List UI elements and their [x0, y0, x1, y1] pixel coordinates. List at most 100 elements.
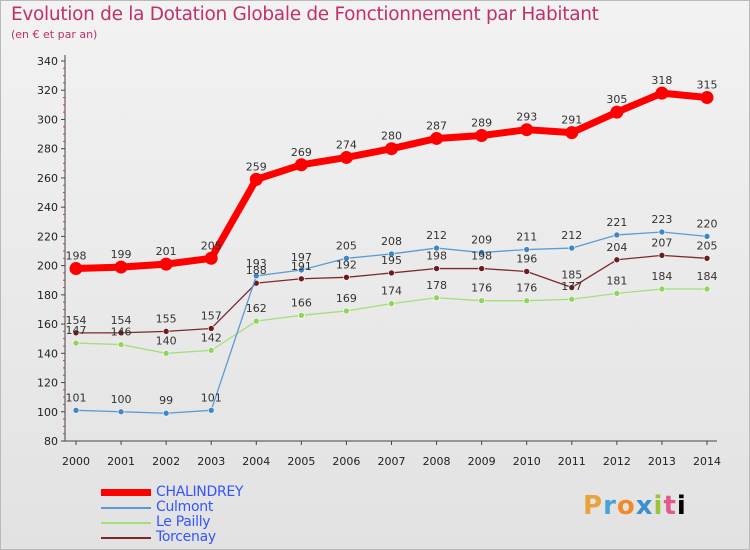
- data-label: 207: [651, 236, 672, 249]
- data-point: [388, 300, 395, 307]
- legend-swatch-le-pailly: [101, 522, 151, 524]
- data-point: [298, 275, 305, 283]
- data-label: 198: [426, 250, 447, 263]
- logo-letter: i: [676, 491, 687, 521]
- legend-label-torcenay: Torcenay: [156, 529, 216, 545]
- data-point: [658, 252, 666, 259]
- data-label: 196: [516, 252, 537, 265]
- data-label: 100: [111, 393, 132, 406]
- data-labels: 154 154 155 157 188 191 192 195 198 198 196 185 204 2…: [66, 74, 718, 407]
- y-tick-label: 280: [37, 143, 58, 156]
- data-label: 155: [156, 312, 177, 325]
- x-tick-label: 2010: [513, 455, 541, 468]
- data-label: 154: [66, 314, 87, 327]
- legend-swatch-chalindrey: [101, 489, 151, 496]
- data-point: [613, 231, 621, 239]
- data-point: [72, 339, 80, 347]
- axes: 80 100 120 140 160 180 200 220 240 260 280 300 320 34…: [37, 55, 721, 468]
- data-label: 212: [426, 229, 447, 242]
- data-point: [207, 325, 215, 332]
- data-point: [523, 268, 531, 275]
- data-point: [117, 408, 125, 416]
- data-label: 274: [336, 138, 357, 151]
- data-point: [207, 347, 215, 354]
- data-point: [162, 328, 170, 335]
- data-label: 101: [66, 391, 87, 404]
- data-label: 305: [606, 93, 627, 106]
- data-point: [162, 350, 170, 357]
- y-tick-label: 200: [37, 260, 58, 273]
- x-tick-label: 2011: [558, 455, 586, 468]
- data-label: 146: [111, 326, 132, 339]
- x-tick-label: 2000: [62, 455, 90, 468]
- data-point: [523, 246, 531, 253]
- data-point: [388, 269, 395, 277]
- data-point: [72, 329, 80, 337]
- x-tick-label: 2006: [332, 455, 360, 468]
- data-point: [117, 341, 125, 348]
- data-label: 211: [516, 231, 537, 244]
- y-tick-label: 340: [37, 55, 58, 68]
- data-label: 205: [336, 239, 357, 252]
- data-label: 223: [651, 213, 672, 226]
- data-point: [433, 265, 440, 272]
- data-label: 198: [66, 250, 87, 263]
- x-tick-label: 2002: [152, 455, 180, 468]
- data-label: 287: [426, 119, 447, 132]
- data-point: [433, 294, 440, 302]
- data-label: 198: [471, 250, 492, 263]
- data-point: [703, 285, 711, 293]
- y-tick-label: 80: [44, 435, 58, 448]
- data-label: 154: [111, 314, 132, 327]
- data-label: 192: [336, 258, 357, 271]
- data-label: 291: [561, 114, 582, 127]
- x-tick-label: 2012: [603, 455, 631, 468]
- data-point: [343, 255, 350, 262]
- data-point: [568, 244, 576, 252]
- x-tick-label: 2013: [648, 455, 676, 468]
- data-label: 259: [246, 160, 267, 173]
- legend-swatch-culmont: [101, 507, 151, 509]
- data-label: 191: [291, 260, 312, 273]
- data-label: 101: [201, 391, 222, 404]
- y-tick-label: 240: [37, 201, 58, 214]
- y-tick-label: 140: [37, 347, 58, 360]
- data-point: [475, 129, 489, 143]
- data-label: 178: [426, 279, 447, 292]
- data-point: [613, 256, 621, 264]
- data-point: [433, 244, 440, 252]
- proxiti-logo: Proxiti: [583, 491, 687, 521]
- x-tick-label: 2003: [197, 455, 225, 468]
- data-label: 142: [201, 331, 222, 344]
- x-tick-label: 2008: [423, 455, 451, 468]
- data-label: 199: [111, 248, 132, 261]
- data-point: [385, 142, 398, 156]
- legend-label-culmont: Culmont: [156, 499, 214, 515]
- data-label: 169: [336, 292, 357, 305]
- data-point: [294, 158, 308, 172]
- data-label: 205: [697, 239, 718, 252]
- data-point: [204, 251, 218, 265]
- data-point: [162, 409, 170, 417]
- data-label: 220: [697, 217, 718, 230]
- data-label: 293: [516, 111, 537, 124]
- data-label: 280: [381, 130, 402, 143]
- data-point: [249, 172, 263, 186]
- data-point: [700, 91, 714, 105]
- data-point: [658, 228, 666, 236]
- legend-swatch-torcenay: [101, 537, 151, 539]
- logo-letter: r: [603, 491, 617, 521]
- data-label: 140: [156, 334, 177, 347]
- y-tick-label: 220: [37, 230, 58, 243]
- x-tick-label: 2001: [107, 455, 135, 468]
- data-label: 188: [246, 264, 267, 277]
- data-label: 162: [246, 302, 267, 315]
- data-label: 174: [381, 285, 402, 298]
- data-label: 166: [291, 296, 312, 309]
- y-tick-label: 320: [37, 84, 58, 97]
- data-label: 205: [201, 239, 222, 252]
- data-label: 176: [516, 282, 537, 295]
- data-point: [568, 295, 576, 303]
- data-point: [252, 272, 260, 280]
